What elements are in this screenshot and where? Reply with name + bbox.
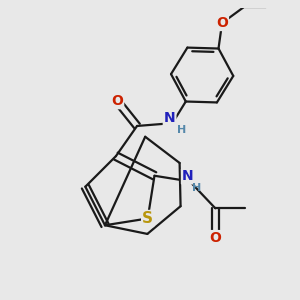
Text: H: H	[192, 184, 202, 194]
Text: O: O	[216, 16, 228, 30]
Text: N: N	[164, 111, 176, 125]
Text: H: H	[177, 125, 186, 135]
Text: N: N	[182, 169, 194, 184]
Text: S: S	[142, 211, 153, 226]
Text: O: O	[111, 94, 123, 108]
Text: O: O	[209, 231, 221, 245]
